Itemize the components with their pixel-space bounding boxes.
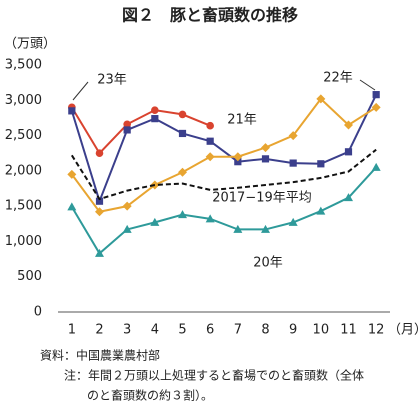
y-unit: （万頭） [4,37,56,52]
y-tick-label: 2,000 [5,163,42,178]
point [95,149,104,158]
series-line [70,148,377,201]
point [316,94,326,104]
point [206,121,214,130]
x-tick-label: 12 [368,323,385,338]
point [261,143,270,153]
leader [72,81,89,101]
x-tick-label: 11 [340,323,357,338]
x-tick-label: 10 [313,323,330,338]
series-label: 20年 [253,256,283,271]
series-label: 22年 [323,71,353,86]
point [206,137,214,145]
x-tick-label: 3 [123,323,131,338]
point [95,207,104,217]
note: 注：年間２万頭以上処理すると畜場でのと畜頭数（全体 [64,368,364,383]
y-tick-label: 2,500 [5,128,42,143]
y-tick-label: 1,000 [5,234,42,249]
x-tick-label: 2 [95,323,103,338]
point [123,126,131,134]
x-tick-label: 5 [178,323,186,338]
x-tick-label: 1 [68,323,76,338]
point [261,155,270,163]
point [95,197,104,205]
point [344,193,353,202]
series-label: 2017−19年平均 [212,191,312,206]
point [122,224,132,233]
note: のと畜頭数の約３割）。 [87,388,213,403]
point [150,217,160,226]
point [178,129,187,138]
point [151,115,159,123]
point [178,210,187,219]
x-tick-label: 4 [151,323,159,338]
series-label: 23年 [97,73,127,88]
series-label: 21年 [227,113,257,128]
x-unit: （月） [388,323,420,338]
series-line [71,97,377,213]
point [95,248,104,257]
point [67,202,77,211]
point [371,102,381,112]
point [288,217,298,226]
point [288,131,298,141]
series-line [70,94,378,205]
point [205,214,215,223]
point [178,167,187,177]
point [151,106,159,114]
series-line [70,166,377,255]
note: 資料：中国農業農村部 [40,348,160,363]
point [289,159,297,167]
x-tick-label: 6 [206,323,214,338]
point [234,158,242,166]
series-line [70,106,211,155]
point [67,169,77,179]
point [372,91,380,99]
point [233,224,243,233]
leader [359,79,376,91]
y-tick-label: 0 [34,305,42,320]
y-tick-label: 3,000 [5,93,42,108]
x-tick-label: 7 [234,323,242,338]
y-tick-label: 500 [17,269,42,284]
point [233,152,243,162]
point [317,160,325,168]
point [122,201,132,211]
point [316,206,326,215]
y-tick-label: 1,500 [5,199,42,214]
label-bg [228,189,296,207]
point [205,152,215,162]
point [261,224,270,233]
point [123,120,131,129]
chart-title: 図２ 豚と畜頭数の推移 [122,6,298,25]
point [344,120,353,130]
point [371,162,381,171]
point [68,107,76,115]
point [344,148,353,156]
point [178,110,187,119]
y-tick-label: 3,500 [5,58,42,73]
x-tick-label: 8 [261,323,269,338]
x-tick-label: 9 [289,323,297,338]
